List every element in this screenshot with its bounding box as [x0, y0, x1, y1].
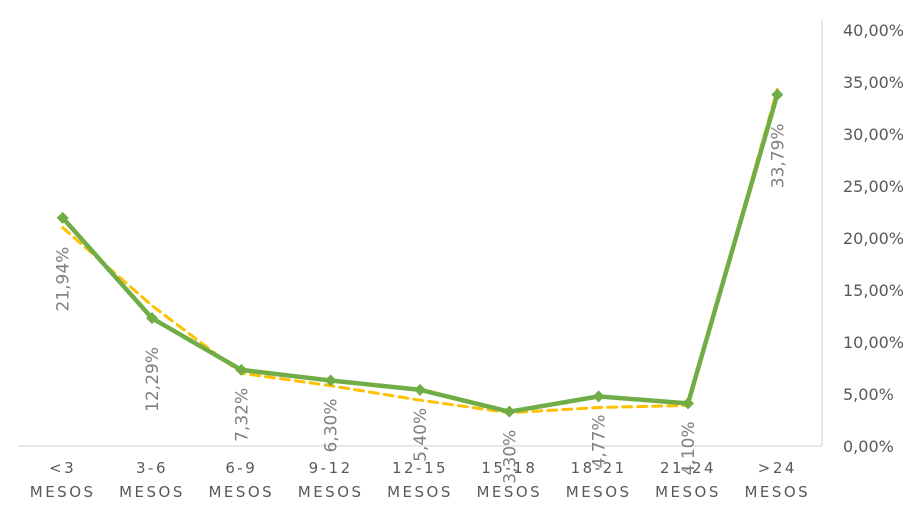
data-point-marker	[414, 383, 426, 396]
data-label: 7,32%	[232, 388, 252, 442]
data-label: 4,10%	[679, 421, 699, 475]
data-label: 4,77%	[590, 414, 610, 468]
data-point-marker	[771, 88, 784, 101]
data-point-marker	[146, 312, 158, 325]
data-label: 21,94%	[54, 247, 74, 312]
x-tick-label: >24 MESOS	[744, 459, 810, 501]
data-point-marker	[235, 363, 248, 376]
y-tick-label: 35,00%	[843, 73, 904, 92]
x-tick-label: 15-18 MESOS	[476, 459, 542, 501]
x-tick-label: 3-6 MESOS	[119, 459, 185, 501]
y-tick-label: 15,00%	[843, 281, 904, 300]
main-series-line	[60, 92, 780, 414]
x-tick-label: 9-12 MESOS	[298, 459, 364, 501]
data-point-marker	[503, 405, 516, 418]
data-label: 33,79%	[768, 123, 788, 188]
y-tick-label: 20,00%	[843, 229, 904, 248]
trend-series-line	[61, 87, 779, 415]
data-point-marker	[592, 390, 605, 403]
y-tick-label: 40,00%	[843, 21, 904, 40]
x-tick-label: 6-9 MESOS	[208, 459, 274, 501]
data-label: 12,29%	[143, 347, 163, 412]
y-tick-label: 0,00%	[843, 437, 894, 456]
data-point-marker	[682, 397, 694, 410]
x-tick-label: <3 MESOS	[30, 459, 96, 501]
data-point-marker	[56, 211, 69, 224]
data-point-marker	[324, 374, 337, 387]
y-tick-label: 30,00%	[843, 125, 904, 144]
data-label: 3,30%	[500, 430, 520, 484]
y-tick-label: 25,00%	[843, 177, 904, 196]
data-label: 5,40%	[411, 408, 431, 462]
x-tick-label: 18-21 MESOS	[566, 459, 632, 501]
data-label: 6,30%	[322, 398, 342, 452]
x-tick-label: 12-15 MESOS	[387, 459, 453, 501]
y-tick-label: 10,00%	[843, 333, 904, 352]
y-tick-label: 5,00%	[843, 385, 894, 404]
x-tick-label: 21-24 MESOS	[655, 459, 721, 501]
